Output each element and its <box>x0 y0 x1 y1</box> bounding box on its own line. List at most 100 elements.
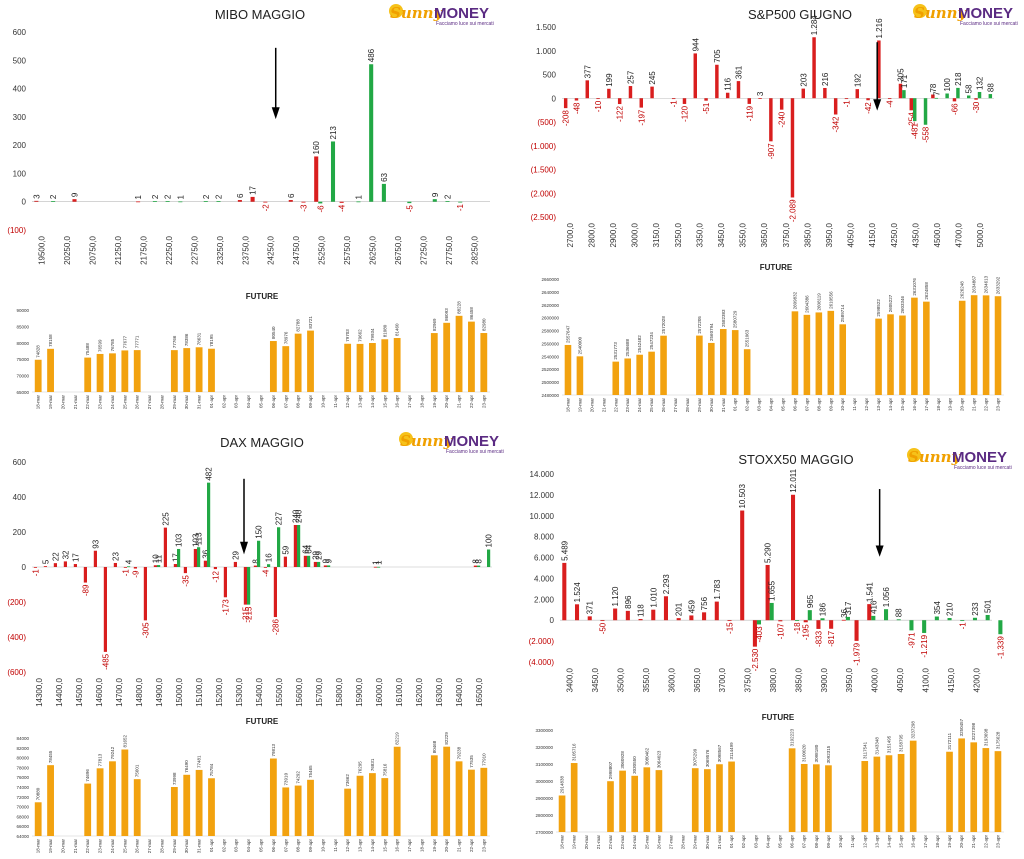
sp500-data-label: -481 <box>911 123 920 140</box>
sp500-bar <box>866 98 870 101</box>
mibo-data-label: 2 <box>49 194 58 199</box>
future-dax-ytick: 80000 <box>16 756 29 761</box>
dax-bar <box>113 562 117 567</box>
sp500-bar <box>931 94 935 99</box>
dax-data-label: 240 <box>295 509 304 523</box>
future-sp500-xtick: 19-apr <box>948 398 953 412</box>
future-mibo-chart: FUTURE 65000 70000 75000 80000 85000 90000 7482… <box>16 292 490 409</box>
future-sp500-ytick: 2520000 <box>541 367 559 372</box>
future-mibo-xtick: 05-apr <box>259 395 264 409</box>
sp500-xtick: 4150,0 <box>868 222 877 247</box>
dax-data-label: 8 <box>251 559 260 564</box>
sp500-data-label: -254 <box>907 112 916 129</box>
dax-xtick: 16400,0 <box>455 677 464 706</box>
stoxx-data-label: -817 <box>827 630 836 647</box>
sp500-xtick: 4700,0 <box>955 222 964 247</box>
mibo-xtick: 21250,0 <box>114 235 123 264</box>
future-sp500-data-label: 2560794 <box>709 323 714 341</box>
future-mibo-xtick: 31-mar <box>197 395 202 410</box>
sp500-data-label: -197 <box>637 109 646 126</box>
dax-bar <box>323 565 327 567</box>
future-sp500-xtick: 17-apr <box>924 398 929 412</box>
dax-bar <box>377 566 381 568</box>
future-dax-xtick: 22-mar <box>85 839 90 854</box>
future-mibo-data-label: 88228 <box>457 301 462 314</box>
future-sp500-data-label: 2540000 <box>577 336 582 354</box>
dax-bar <box>213 567 217 570</box>
sp500-data-label: -122 <box>616 105 625 122</box>
future-mibo-data-label: 75488 <box>85 343 90 356</box>
stoxx-data-label: -1.339 <box>996 636 1005 659</box>
future-stoxx-xtick: 12-apr <box>862 835 867 849</box>
future-sp500-ytick: 2620000 <box>541 303 559 308</box>
dax-data-label: 150 <box>255 525 264 539</box>
logo-word-money: MONEY <box>958 5 1013 22</box>
dax-data-label: 17 <box>171 553 180 562</box>
dax-data-label: -286 <box>271 619 280 636</box>
future-sp500-xtick: 14-apr <box>888 398 893 412</box>
future-dax-data-label: 77910 <box>481 753 486 766</box>
future-sp500-xtick: 28-mar <box>685 398 690 413</box>
sp500-bar <box>585 80 589 99</box>
future-sp500-xtick: 10-apr <box>840 398 845 412</box>
stoxx-bar <box>803 620 808 623</box>
dax-data-label: 113 <box>195 532 204 545</box>
stoxx-xtick: 3800,0 <box>769 667 778 692</box>
dax-data-label: -1 <box>121 569 130 577</box>
future-sp500-data-label: 2610556 <box>828 291 833 309</box>
dax-data-label: -215 <box>241 606 250 623</box>
future-dax-ytick: 64000 <box>16 834 29 839</box>
future-dax-xtick: 23-apr <box>481 839 486 853</box>
future-stoxx-bar <box>825 765 832 832</box>
dax-bar <box>297 525 301 567</box>
dax-bar <box>273 567 277 618</box>
sp500-data-label: -10 <box>594 100 603 112</box>
sp500-bar <box>967 95 971 99</box>
dax-data-label: 103 <box>191 533 200 547</box>
stoxx-data-label: 10.503 <box>738 484 747 509</box>
future-stoxx-data-label: 3151495 <box>886 735 891 753</box>
future-dax-ytick: 82000 <box>16 746 29 751</box>
future-sp500-data-label: 2547234 <box>649 332 654 350</box>
future-mibo-ytick: 75000 <box>16 357 29 362</box>
future-mibo-xtick: 14-apr <box>370 395 375 409</box>
dax-data-label: 240 <box>291 509 300 523</box>
sp500-xtick: 2700,0 <box>566 222 575 247</box>
future-mibo-bar <box>133 350 141 392</box>
future-sp500-data-label: 2634867 <box>972 275 977 293</box>
future-sp500-xtick: 22-apr <box>984 398 989 412</box>
future-mibo-data-label: 74828 <box>36 345 41 358</box>
future-sp500-data-label: 2624858 <box>924 282 929 300</box>
stoxx-data-label: -1.219 <box>920 634 929 657</box>
dax-ytick: 200 <box>13 528 27 537</box>
dax-data-label: 36 <box>201 549 210 558</box>
stoxx-xtick: 3750,0 <box>744 667 753 692</box>
dax-data-label: 29 <box>311 550 320 559</box>
dax-data-label: 5 <box>41 559 50 564</box>
dax-bar <box>293 525 297 567</box>
dax-xtick: 14400,0 <box>55 677 64 706</box>
mibo-bar <box>152 201 157 202</box>
dax-data-label: 59 <box>281 545 290 554</box>
dax-bar <box>123 567 127 568</box>
mibo-xtick: 20750,0 <box>89 235 98 264</box>
sp500-bar <box>812 37 816 99</box>
sp500-title: S&P500 GIUGNO <box>748 7 852 22</box>
sp500-bar <box>715 64 719 99</box>
mibo-bar <box>136 201 141 203</box>
future-sp500-bar <box>899 315 906 395</box>
sp500-xtick: 4500,0 <box>933 222 942 247</box>
dax-bar <box>257 540 261 567</box>
future-mibo-bar <box>109 353 116 392</box>
sp500-ytick: (2.500) <box>531 213 557 222</box>
mibo-data-label: 63 <box>380 172 389 181</box>
future-mibo-bar <box>96 353 104 392</box>
mibo-data-label: 1 <box>176 194 185 199</box>
future-stoxx-xtick: 29-mar <box>693 835 698 850</box>
dax-bar <box>373 566 377 568</box>
future-mibo-bar <box>468 321 475 392</box>
stoxx-bar <box>689 615 694 621</box>
mibo-xtick: 27750,0 <box>445 235 454 264</box>
future-sp500-xtick: 19-mar <box>577 398 582 413</box>
future-dax-xtick: 11-apr <box>333 839 338 852</box>
